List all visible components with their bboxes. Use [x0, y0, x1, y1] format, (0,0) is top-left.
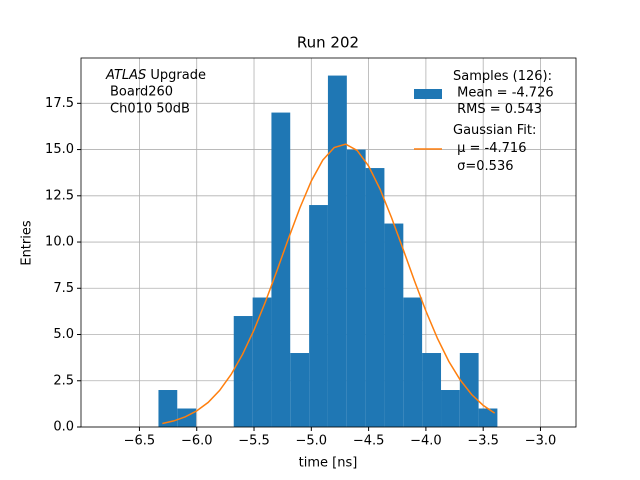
bar	[365, 168, 385, 428]
x-tick-label: −4.0	[410, 434, 442, 449]
bar	[384, 223, 404, 427]
y-tick-label: 12.5	[45, 188, 74, 203]
y-tick-label: 7.5	[53, 281, 74, 296]
bar	[403, 297, 423, 427]
bar	[327, 75, 347, 428]
x-tick-label: −5.5	[238, 434, 270, 449]
bar	[158, 390, 178, 427]
fit-line	[162, 143, 496, 425]
x-tick-label: −4.5	[353, 434, 385, 449]
bar	[233, 316, 253, 427]
x-tick-label: −6.0	[181, 434, 213, 449]
y-tick-label: 10.0	[45, 235, 74, 250]
x-axis-label: time [ns]	[299, 456, 358, 471]
bar	[346, 149, 366, 427]
x-tick-label: −3.5	[467, 434, 499, 449]
chart-title: Run 202	[297, 34, 359, 52]
bar	[478, 408, 498, 427]
bar	[252, 297, 272, 427]
y-tick-label: 15.0	[45, 142, 74, 157]
bar	[441, 390, 460, 427]
x-tick-label: −3.0	[525, 434, 557, 449]
y-tick-label: 0.0	[53, 420, 74, 435]
annotation: Ch010 50dB	[110, 102, 190, 117]
x-tick-label: −5.0	[296, 434, 328, 449]
axes-frame	[80, 57, 577, 428]
bar	[459, 353, 479, 427]
y-axis-label: Entries	[20, 220, 35, 266]
legend-label: Gaussian Fit: μ = -4.716 σ=0.536	[453, 123, 536, 174]
annotation: Board260	[110, 85, 173, 100]
bar	[271, 112, 291, 428]
annotation: ATLAS Upgrade	[105, 68, 206, 83]
bar	[290, 353, 310, 427]
bar	[422, 353, 442, 427]
x-tick-label: −6.5	[124, 434, 156, 449]
y-tick-label: 5.0	[53, 327, 74, 342]
bar	[309, 205, 328, 427]
y-tick-label: 17.5	[45, 96, 74, 111]
bar	[177, 408, 197, 427]
y-tick-label: 2.5	[53, 373, 74, 388]
legend-label: Samples (126): Mean = -4.726 RMS = 0.543	[453, 69, 554, 117]
legend-swatch	[414, 89, 442, 99]
